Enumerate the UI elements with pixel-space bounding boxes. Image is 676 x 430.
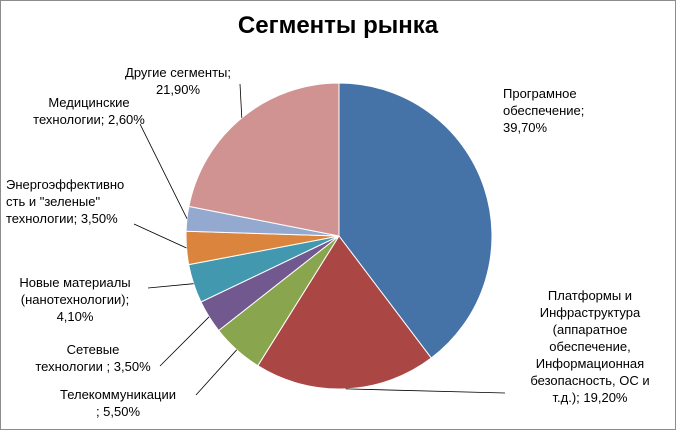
label-new-materials: Новые материалы (нанотехнологии); 4,10% xyxy=(19,275,131,324)
label-energy: Энергоэффективно сть и "зеленые" техноло… xyxy=(6,177,125,226)
label-platforms: Платформы и Инфраструктура (аппаратное о… xyxy=(530,288,650,405)
leader-line-1 xyxy=(345,388,506,394)
pie-slice-0 xyxy=(338,82,493,359)
leader-line-2 xyxy=(195,349,237,396)
label-other: Другие сегменты; 21,90% xyxy=(125,65,231,97)
leader-line-7 xyxy=(239,83,243,118)
leader-line-4 xyxy=(147,283,194,289)
leader-line-3 xyxy=(159,316,210,367)
label-telecom: Телекоммуникации ; 5,50% xyxy=(59,387,177,419)
label-medical: Медицинские технологии; 2,60% xyxy=(33,95,145,127)
label-software: Програмное обеспечение; 39,70% xyxy=(503,86,585,135)
chart-title: Сегменты рынка xyxy=(237,12,439,39)
pie-slice-7 xyxy=(188,82,340,237)
label-network: Сетевые технологии ; 3,50% xyxy=(35,342,151,374)
leader-line-5 xyxy=(133,223,187,249)
leader-line-6 xyxy=(139,123,188,219)
